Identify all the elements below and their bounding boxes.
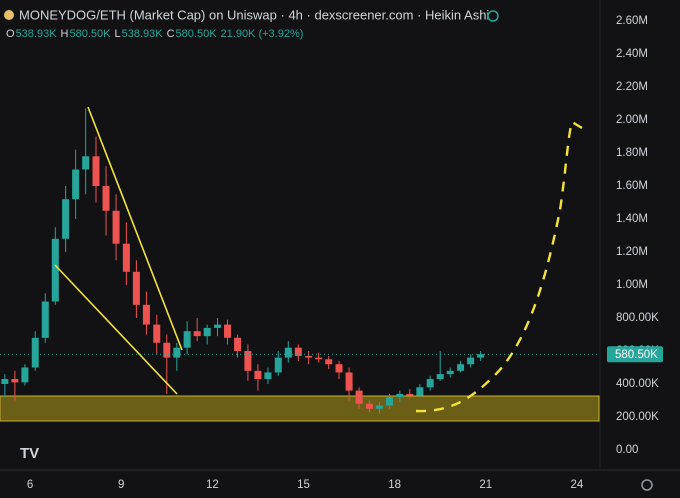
legend-change: 21.90K (+3.92%)	[221, 28, 304, 40]
legend-key: O	[6, 28, 15, 40]
candle-body	[477, 354, 485, 358]
candle-body	[457, 364, 465, 371]
candle-body	[132, 271, 140, 305]
x-tick-label: 21	[479, 479, 492, 491]
last-price-badge	[607, 346, 663, 363]
candle-body	[62, 199, 70, 239]
x-tick-label: 6	[27, 479, 33, 491]
legend-value: 580.50K	[176, 28, 218, 40]
settings-icon[interactable]	[641, 479, 653, 491]
x-tick-label: 9	[118, 479, 124, 491]
candle-body	[264, 372, 272, 380]
y-tick-label: 800.00K	[616, 312, 659, 324]
legend-value: 580.50K	[70, 28, 112, 40]
candle-body	[112, 210, 120, 244]
logo: TV	[20, 445, 39, 462]
legend-value: 538.93K	[122, 28, 164, 40]
last-price-label: 580.50K	[615, 349, 658, 361]
candle-body	[446, 370, 454, 375]
y-tick-label: 2.60M	[616, 15, 648, 27]
candle-body	[406, 393, 414, 396]
support-zone	[0, 395, 600, 422]
candle-body	[385, 397, 393, 406]
chart-title: MONEYDOG/ETH (Market Cap) on Uniswap · 4…	[19, 7, 489, 22]
candle-body	[153, 324, 161, 343]
y-tick-label: 1.00M	[616, 279, 648, 291]
trend-line	[87, 106, 183, 351]
candle-body	[51, 238, 59, 302]
candle-body	[274, 357, 282, 373]
candle-body	[305, 355, 313, 358]
candle-body	[1, 379, 9, 384]
candle-body	[335, 364, 343, 373]
plot-area	[0, 108, 600, 414]
candle-body	[224, 324, 232, 338]
y-tick-label: 2.40M	[616, 48, 648, 60]
candle-body	[214, 324, 222, 328]
candle-body	[92, 156, 100, 186]
y-tick-label: 1.80M	[616, 147, 648, 159]
x-tick-label: 12	[206, 479, 219, 491]
x-tick-label: 15	[297, 479, 310, 491]
x-tick-label: 24	[571, 479, 584, 491]
candle-body	[396, 393, 404, 398]
candle-body	[203, 327, 211, 337]
candle-body	[82, 156, 90, 170]
candle-body	[436, 374, 444, 380]
x-tick-label: 18	[388, 479, 401, 491]
ohlc-legend: O 538.93K H 580.50K L 538.93K C 580.50K 21.90K (…	[6, 28, 303, 40]
legend-key: H	[61, 28, 69, 40]
projection-curve	[415, 120, 583, 413]
candle-body	[163, 342, 171, 358]
candle-body	[294, 347, 302, 356]
candle-body	[234, 337, 242, 351]
candle-body	[244, 351, 252, 371]
candle-body	[365, 403, 373, 409]
candle-body	[345, 372, 353, 391]
candle-body	[102, 186, 110, 211]
y-tick-label: 2.00M	[616, 114, 648, 126]
candle-body	[183, 331, 191, 348]
candle-body	[142, 304, 150, 325]
candle-body	[41, 301, 49, 338]
visibility-icon[interactable]	[487, 10, 499, 22]
candle-body	[284, 347, 292, 358]
legend-key: L	[114, 28, 120, 40]
y-tick-label: 400.00K	[616, 378, 659, 390]
candle-body	[11, 379, 19, 383]
candle-body	[315, 357, 323, 360]
y-tick-label: 2.20M	[616, 81, 648, 93]
candle-body	[72, 169, 80, 200]
candle-body	[325, 359, 333, 365]
y-tick-label: 1.20M	[616, 246, 648, 258]
legend-value: 538.93K	[16, 28, 58, 40]
candle-body	[122, 243, 130, 272]
candle-body	[31, 337, 39, 368]
candle-body	[416, 387, 424, 396]
y-tick-label: 1.40M	[616, 213, 648, 225]
y-tick-label: 0.00	[616, 444, 638, 456]
token-icon	[4, 10, 14, 20]
y-tick-label: 1.60M	[616, 180, 648, 192]
candle-body	[467, 357, 475, 365]
candle-body	[193, 331, 201, 337]
candle-body	[21, 367, 29, 383]
candle-body	[375, 405, 383, 409]
legend-key: C	[167, 28, 175, 40]
candle-body	[254, 370, 262, 380]
y-tick-label: 200.00K	[616, 411, 659, 423]
candle-body	[355, 390, 363, 404]
candle-body	[426, 379, 434, 388]
candle-body	[173, 347, 181, 358]
trend-line	[54, 264, 178, 395]
